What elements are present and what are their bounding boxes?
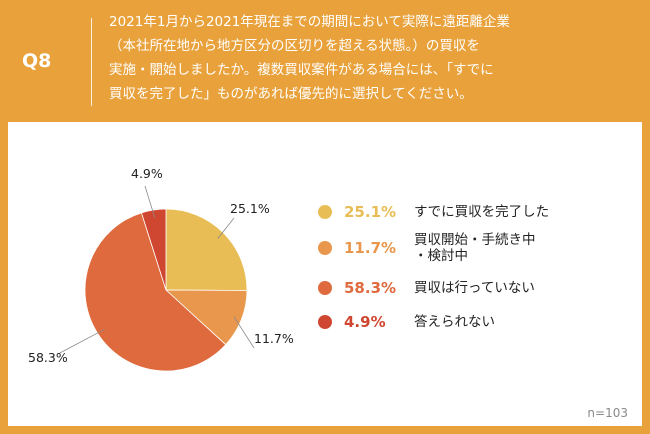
header-divider — [91, 18, 92, 106]
legend-label-line: ・検討中 — [414, 248, 468, 264]
leader-line — [217, 217, 235, 239]
legend-label-line: すでに買収を完了した — [414, 204, 550, 220]
question-text: 2021年1月から2021年現在までの期間において実際に遠距離企業 （本社所在地… — [109, 10, 629, 106]
legend-item: 4.9% 答えられない — [318, 308, 495, 336]
data-label: 4.9% — [131, 166, 163, 181]
question-line: 実施・開始しましたか。複数買収案件がある場合には、「すでに — [109, 62, 494, 78]
legend-label: すでに買収を完了した — [414, 204, 549, 220]
legend-label-line: 買収開始・手続き中 — [414, 232, 536, 248]
legend-label-line: 答えられない — [414, 314, 495, 330]
legend-swatch — [318, 315, 332, 329]
legend-swatch — [318, 281, 332, 295]
question-header: Q8 2021年1月から2021年現在までの期間において実際に遠距離企業 （本社… — [0, 0, 650, 122]
pie-slice — [84, 212, 227, 372]
data-label: 11.7% — [254, 331, 294, 346]
legend-swatch — [318, 205, 332, 219]
data-label: 58.3% — [28, 350, 68, 365]
pie-slice — [165, 208, 248, 291]
question-line: 2021年1月から2021年現在までの期間において実際に遠距離企業 — [109, 14, 510, 30]
legend-item: 11.7% 買収開始・手続き中 ・検討中 — [318, 232, 536, 264]
sample-size-note: n=103 — [587, 406, 628, 420]
question-line: （本社所在地から地方区分の区切りを超える状態。）の買収を — [109, 38, 480, 54]
legend-value: 4.9% — [344, 313, 386, 331]
legend-label: 買収開始・手続き中 ・検討中 — [414, 232, 536, 264]
leader-line — [57, 328, 105, 355]
legend-label: 答えられない — [414, 314, 495, 330]
data-label: 25.1% — [230, 201, 270, 216]
legend-label-line: 買収は行っていない — [414, 280, 535, 296]
legend-item: 25.1% すでに買収を完了した — [318, 198, 549, 226]
legend-item: 58.3% 買収は行っていない — [318, 274, 535, 302]
pie-slice — [140, 208, 167, 291]
leader-line — [233, 316, 255, 349]
question-id: Q8 — [22, 50, 52, 72]
legend-value: 25.1% — [344, 203, 397, 221]
leader-line — [144, 185, 156, 218]
question-line: 買収を完了した」ものがあれば優先的に選択してください。 — [109, 86, 473, 102]
legend-label: 買収は行っていない — [414, 280, 535, 296]
legend-swatch — [318, 241, 332, 255]
legend-value: 58.3% — [344, 279, 397, 297]
legend-value: 11.7% — [344, 239, 397, 257]
